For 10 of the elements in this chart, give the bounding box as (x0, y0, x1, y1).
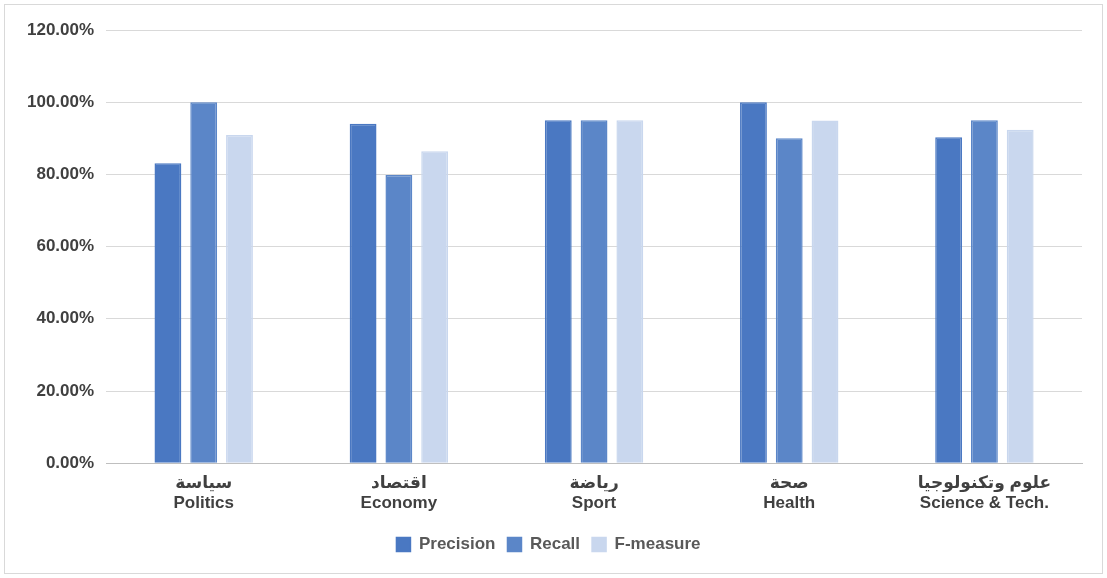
legend-label: F-measure (614, 534, 701, 554)
y-tick-label: 0.00% (45, 452, 95, 472)
y-tick-label: 20.00% (36, 380, 95, 400)
legend-label: Recall (529, 534, 581, 554)
y-tick-label: 80.00% (36, 164, 95, 184)
y-tick-label: 120.00% (26, 19, 95, 39)
legend-label: Precision (418, 534, 496, 554)
y-tick-label: 60.00% (36, 236, 95, 256)
y-tick-label: 40.00% (36, 308, 95, 328)
y-tick-label: 100.00% (26, 91, 95, 111)
